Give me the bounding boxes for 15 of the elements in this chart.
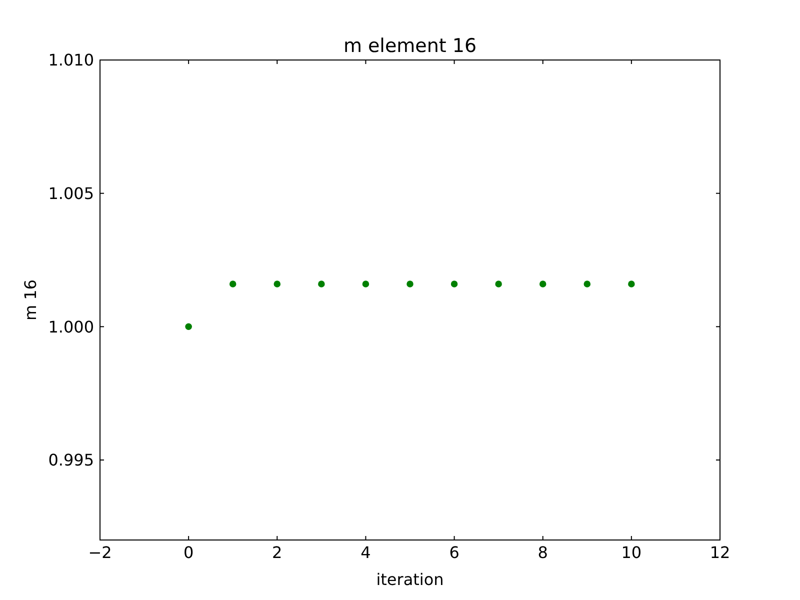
chart-title: m element 16	[343, 35, 477, 57]
x-axis-title: iteration	[376, 570, 444, 589]
x-tick-label: 4	[360, 543, 371, 562]
y-tick-label: 1.010	[48, 50, 94, 70]
x-tick-label: 6	[449, 543, 460, 562]
y-tick-label: 1.005	[48, 184, 94, 203]
y-tick-label: 0.995	[48, 450, 94, 470]
x-tick-label: 10	[621, 543, 642, 562]
x-tick-label: 2	[272, 543, 282, 562]
x-tick-label: 8	[538, 543, 548, 562]
x-tick-label: 12	[710, 543, 730, 562]
y-axis-title: m 16	[21, 279, 40, 321]
x-tick-label: −2	[88, 543, 112, 562]
y-tick-label: 1.000	[48, 317, 94, 336]
x-tick-label: 0	[183, 543, 194, 562]
